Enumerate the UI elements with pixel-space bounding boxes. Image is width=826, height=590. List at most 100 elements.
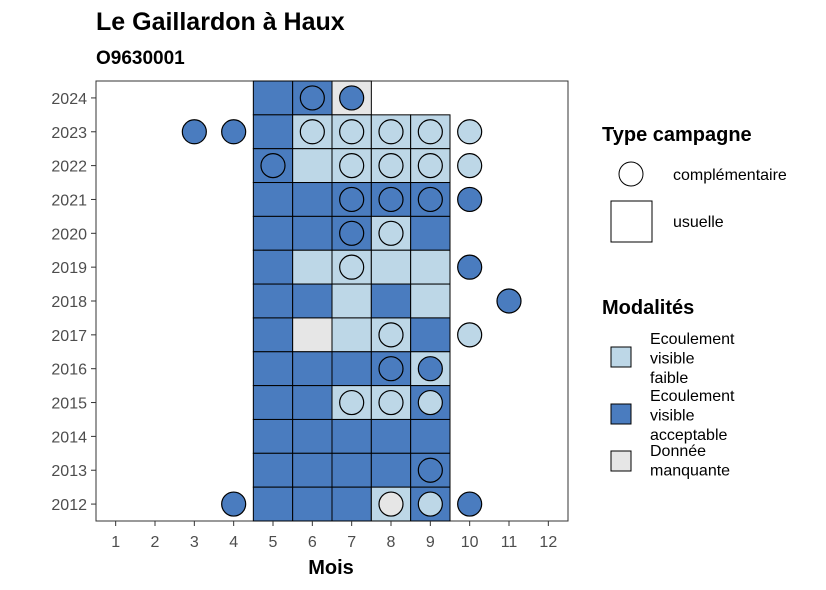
legend-circle-key <box>618 161 644 187</box>
y-tick-label: 2012 <box>51 497 87 514</box>
legend-label-faible-line2: visible <box>650 351 695 368</box>
point-2015-9 <box>417 389 443 416</box>
point-2020-7 <box>339 220 365 246</box>
y-tick-label: 2013 <box>51 463 87 480</box>
tile-2021-5 <box>252 182 294 217</box>
y-tick-label: 2017 <box>51 328 87 345</box>
legend-label-acceptable-line3: acceptable <box>650 427 727 444</box>
point-2021-7 <box>339 186 365 213</box>
point-2016-8 <box>378 356 404 382</box>
tile-2019-9 <box>410 249 451 285</box>
point-2023-9 <box>417 119 443 145</box>
point-2021-8 <box>378 186 404 213</box>
point-2013-9 <box>417 457 443 483</box>
tile-2015-6 <box>292 385 333 420</box>
legend-label-faible-line1: Ecoulement <box>650 331 735 348</box>
point-2017-8 <box>378 322 404 348</box>
tile-2018-9 <box>410 283 451 319</box>
x-tick-label: 8 <box>387 534 396 551</box>
y-axis: 2012 2013 2014 2015 2016 2017 2018 2019 2020 2021… <box>51 91 96 514</box>
x-tick-label: 4 <box>229 534 238 551</box>
point-2023-10 <box>457 119 483 145</box>
point-2012-9 <box>417 491 443 517</box>
tile-2018-6 <box>292 283 333 319</box>
tile-2012-6 <box>292 486 333 522</box>
tile-2022-6 <box>292 148 333 184</box>
tile-2023-5 <box>252 114 294 150</box>
x-tick-label: 11 <box>501 534 518 551</box>
legend-label-manquante-line1: Donnée <box>650 443 706 460</box>
tile-2016-6 <box>292 351 333 387</box>
tile-2017-6 <box>292 317 333 353</box>
tile-2018-8 <box>370 283 412 319</box>
legend-type-label-complementaire: complémentaire <box>673 167 787 184</box>
point-2015-8 <box>378 389 404 416</box>
point-2024-7 <box>339 85 365 111</box>
legend-label-acceptable: Ecoulement visible acceptable <box>650 388 739 444</box>
chart-subtitle: O9630001 <box>96 48 185 69</box>
point-2022-5 <box>260 153 286 179</box>
x-tick-label: 5 <box>269 534 278 551</box>
legend-label-acceptable-line2: visible <box>650 408 695 425</box>
point-2016-9 <box>417 356 443 382</box>
point-2018-11 <box>496 288 522 314</box>
y-tick-label: 2016 <box>51 362 87 379</box>
tile-2012-5 <box>252 486 294 522</box>
tile-2019-5 <box>252 249 294 285</box>
legend-key-faible <box>610 346 632 368</box>
tile-2013-6 <box>292 452 333 488</box>
tile-2019-8 <box>370 249 412 285</box>
point-2023-6 <box>299 119 325 145</box>
legend-key-acceptable <box>610 403 632 425</box>
tile-2021-6 <box>292 182 333 217</box>
x-tick-label: 2 <box>151 534 160 551</box>
legend-label-faible: Ecoulement visible faible <box>650 331 739 387</box>
point-2023-7 <box>339 119 365 145</box>
point-2012-4 <box>221 491 247 517</box>
tile-2020-6 <box>292 215 333 251</box>
x-tick-label: 12 <box>539 534 557 551</box>
point-2017-10 <box>457 322 483 348</box>
y-tick-label: 2014 <box>51 429 87 446</box>
legend-type-label-usuelle: usuelle <box>673 214 724 231</box>
tile-2017-5 <box>252 317 294 353</box>
x-tick-label: 6 <box>308 534 317 551</box>
tile-2015-5 <box>252 385 294 420</box>
y-tick-label: 2023 <box>51 125 87 142</box>
point-2023-3 <box>181 119 207 145</box>
point-2012-8 <box>378 491 404 517</box>
legend-square-key <box>610 200 653 243</box>
x-tick-label: 1 <box>111 534 120 551</box>
x-axis-title: Mois <box>308 557 354 579</box>
tile-2014-6 <box>292 418 333 454</box>
y-tick-label: 2024 <box>51 91 87 108</box>
point-2015-7 <box>339 389 365 416</box>
point-2021-9 <box>417 186 443 213</box>
point-2022-9 <box>417 153 443 179</box>
tile-2018-7 <box>331 283 372 319</box>
tile-2020-5 <box>252 215 294 251</box>
y-tick-label: 2020 <box>51 226 87 243</box>
legend-type-title: Type campagne <box>602 124 752 146</box>
x-tick-label: 7 <box>347 534 356 551</box>
x-axis: 1 2 3 4 5 6 7 8 9 10 11 12 <box>111 521 557 551</box>
tile-2013-5 <box>252 452 294 488</box>
tile-2014-7 <box>331 418 372 454</box>
tile-2019-6 <box>292 249 333 285</box>
y-tick-label: 2022 <box>51 159 87 176</box>
tile-2017-9 <box>410 317 451 353</box>
tile-2014-8 <box>370 418 412 454</box>
point-2023-4 <box>221 119 247 145</box>
tile-2016-5 <box>252 351 294 387</box>
tile-2017-7 <box>331 317 372 353</box>
point-layer <box>181 85 522 517</box>
point-2019-10 <box>457 254 483 280</box>
y-tick-label: 2021 <box>51 192 87 209</box>
point-2022-10 <box>457 153 483 179</box>
tile-2014-9 <box>410 418 451 454</box>
tile-2014-5 <box>252 418 294 454</box>
legend-type: Type campagne complémentaire usuelle <box>602 124 787 243</box>
tile-2016-7 <box>331 351 372 387</box>
tile-2013-7 <box>331 452 372 488</box>
